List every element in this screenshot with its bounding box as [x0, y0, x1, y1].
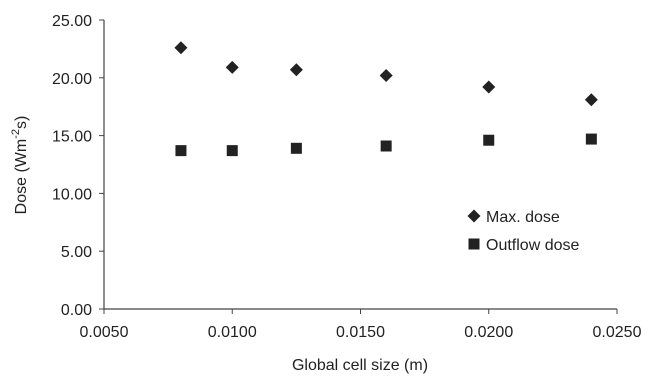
max-dose-point	[174, 41, 188, 55]
x-tick-label: 0.0100	[208, 324, 257, 341]
x-tick-label: 0.0200	[464, 324, 513, 341]
legend-outflow-dose-marker	[468, 238, 480, 250]
max-dose-point	[225, 60, 239, 74]
x-tick-label: 0.0050	[80, 324, 129, 341]
y-axis-title-sup: -2	[10, 129, 22, 139]
y-tick-label: 20.00	[52, 71, 92, 88]
legend-max-dose-marker	[467, 209, 481, 223]
outflow-dose-point	[175, 145, 187, 157]
y-axis-title: Dose (Wm-2s)	[10, 116, 30, 215]
max-dose-point	[482, 80, 496, 94]
y-axis-ticks: 0.00 5.00 10.00 15.00 20.00 25.00	[52, 13, 104, 319]
outflow-dose-point	[380, 140, 392, 152]
axes	[103, 20, 617, 310]
outflow-dose-point	[483, 134, 495, 146]
outflow-dose-point	[226, 145, 238, 157]
y-tick-label: 15.00	[52, 129, 92, 146]
y-axis-title-tail: s)	[13, 116, 30, 129]
y-axis-title-base: Dose (Wm	[13, 139, 30, 215]
outflow-dose-point	[585, 133, 597, 145]
y-tick-label: 0.00	[61, 302, 92, 319]
x-axis-ticks: 0.0050 0.0100 0.0150 0.0200 0.0250	[80, 309, 642, 341]
max-dose-point	[289, 63, 303, 77]
legend-max-dose-label: Max. dose	[486, 209, 560, 226]
x-tick-label: 0.0150	[336, 324, 385, 341]
y-tick-label: 25.00	[52, 13, 92, 30]
max-dose-point	[584, 93, 598, 107]
legend-outflow-dose-label: Outflow dose	[486, 237, 579, 254]
y-tick-label: 10.00	[52, 186, 92, 203]
max-dose-point	[379, 68, 393, 82]
outflow-dose-point	[290, 142, 302, 154]
legend: Max. dose Outflow dose	[467, 209, 579, 254]
x-axis-title: Global cell size (m)	[292, 357, 428, 374]
y-tick-label: 5.00	[61, 244, 92, 261]
x-tick-label: 0.0250	[593, 324, 642, 341]
data-points	[174, 41, 598, 157]
